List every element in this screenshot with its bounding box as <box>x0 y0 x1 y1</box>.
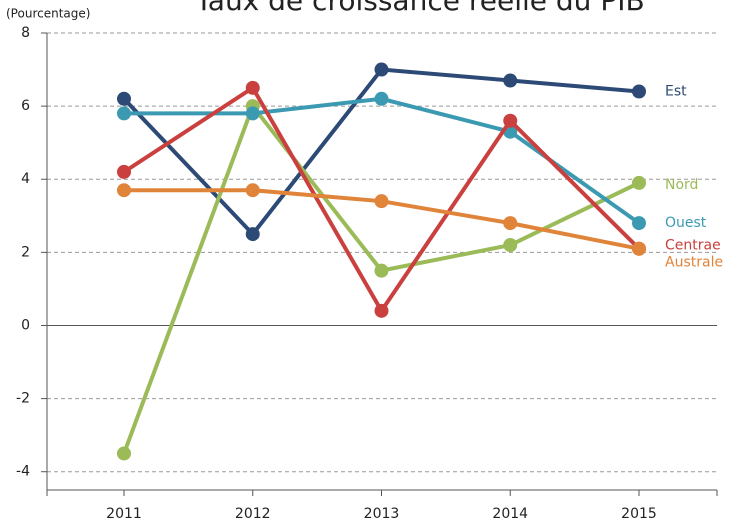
data-point <box>374 91 389 106</box>
chart-title: Taux de croissance réelle du PIB <box>194 0 644 17</box>
legend-label: Est <box>665 83 687 99</box>
legend-label: Nord <box>665 177 698 193</box>
data-point <box>632 216 646 231</box>
legend-label: Ouest <box>665 215 707 231</box>
y-tick-label: 6 <box>21 98 30 114</box>
y-tick-label: -2 <box>16 391 30 407</box>
data-point <box>245 106 260 121</box>
data-point <box>503 73 518 88</box>
data-point <box>245 80 260 95</box>
x-tick-label: 2011 <box>106 506 142 522</box>
data-point <box>632 175 646 190</box>
data-point <box>117 164 131 179</box>
data-point <box>374 263 389 278</box>
data-point <box>374 303 389 318</box>
y-tick-label: 0 <box>21 317 30 333</box>
data-point <box>117 91 131 106</box>
data-point <box>632 84 646 99</box>
data-point <box>503 216 518 231</box>
legend-label: Centrae <box>665 238 721 254</box>
x-tick-label: 2014 <box>492 506 528 522</box>
data-point <box>374 62 389 77</box>
data-point <box>117 446 131 461</box>
data-point <box>632 241 646 256</box>
y-axis-label: (Pourcentage) <box>6 7 90 21</box>
data-point <box>117 183 131 198</box>
data-point <box>245 227 260 242</box>
x-tick-label: 2015 <box>621 506 657 522</box>
y-tick-label: 4 <box>21 171 30 187</box>
x-tick-label: 2013 <box>364 506 400 522</box>
data-point <box>117 106 131 121</box>
data-point <box>245 183 260 198</box>
y-tick-label: -4 <box>16 464 30 480</box>
series-line <box>122 102 640 455</box>
data-point <box>503 113 518 128</box>
y-tick-label: 8 <box>21 25 30 41</box>
y-tick-label: 2 <box>21 244 30 260</box>
x-tick-label: 2012 <box>235 506 271 522</box>
data-point <box>503 238 518 253</box>
legend-label: Australe <box>665 255 723 271</box>
data-point <box>374 194 389 209</box>
